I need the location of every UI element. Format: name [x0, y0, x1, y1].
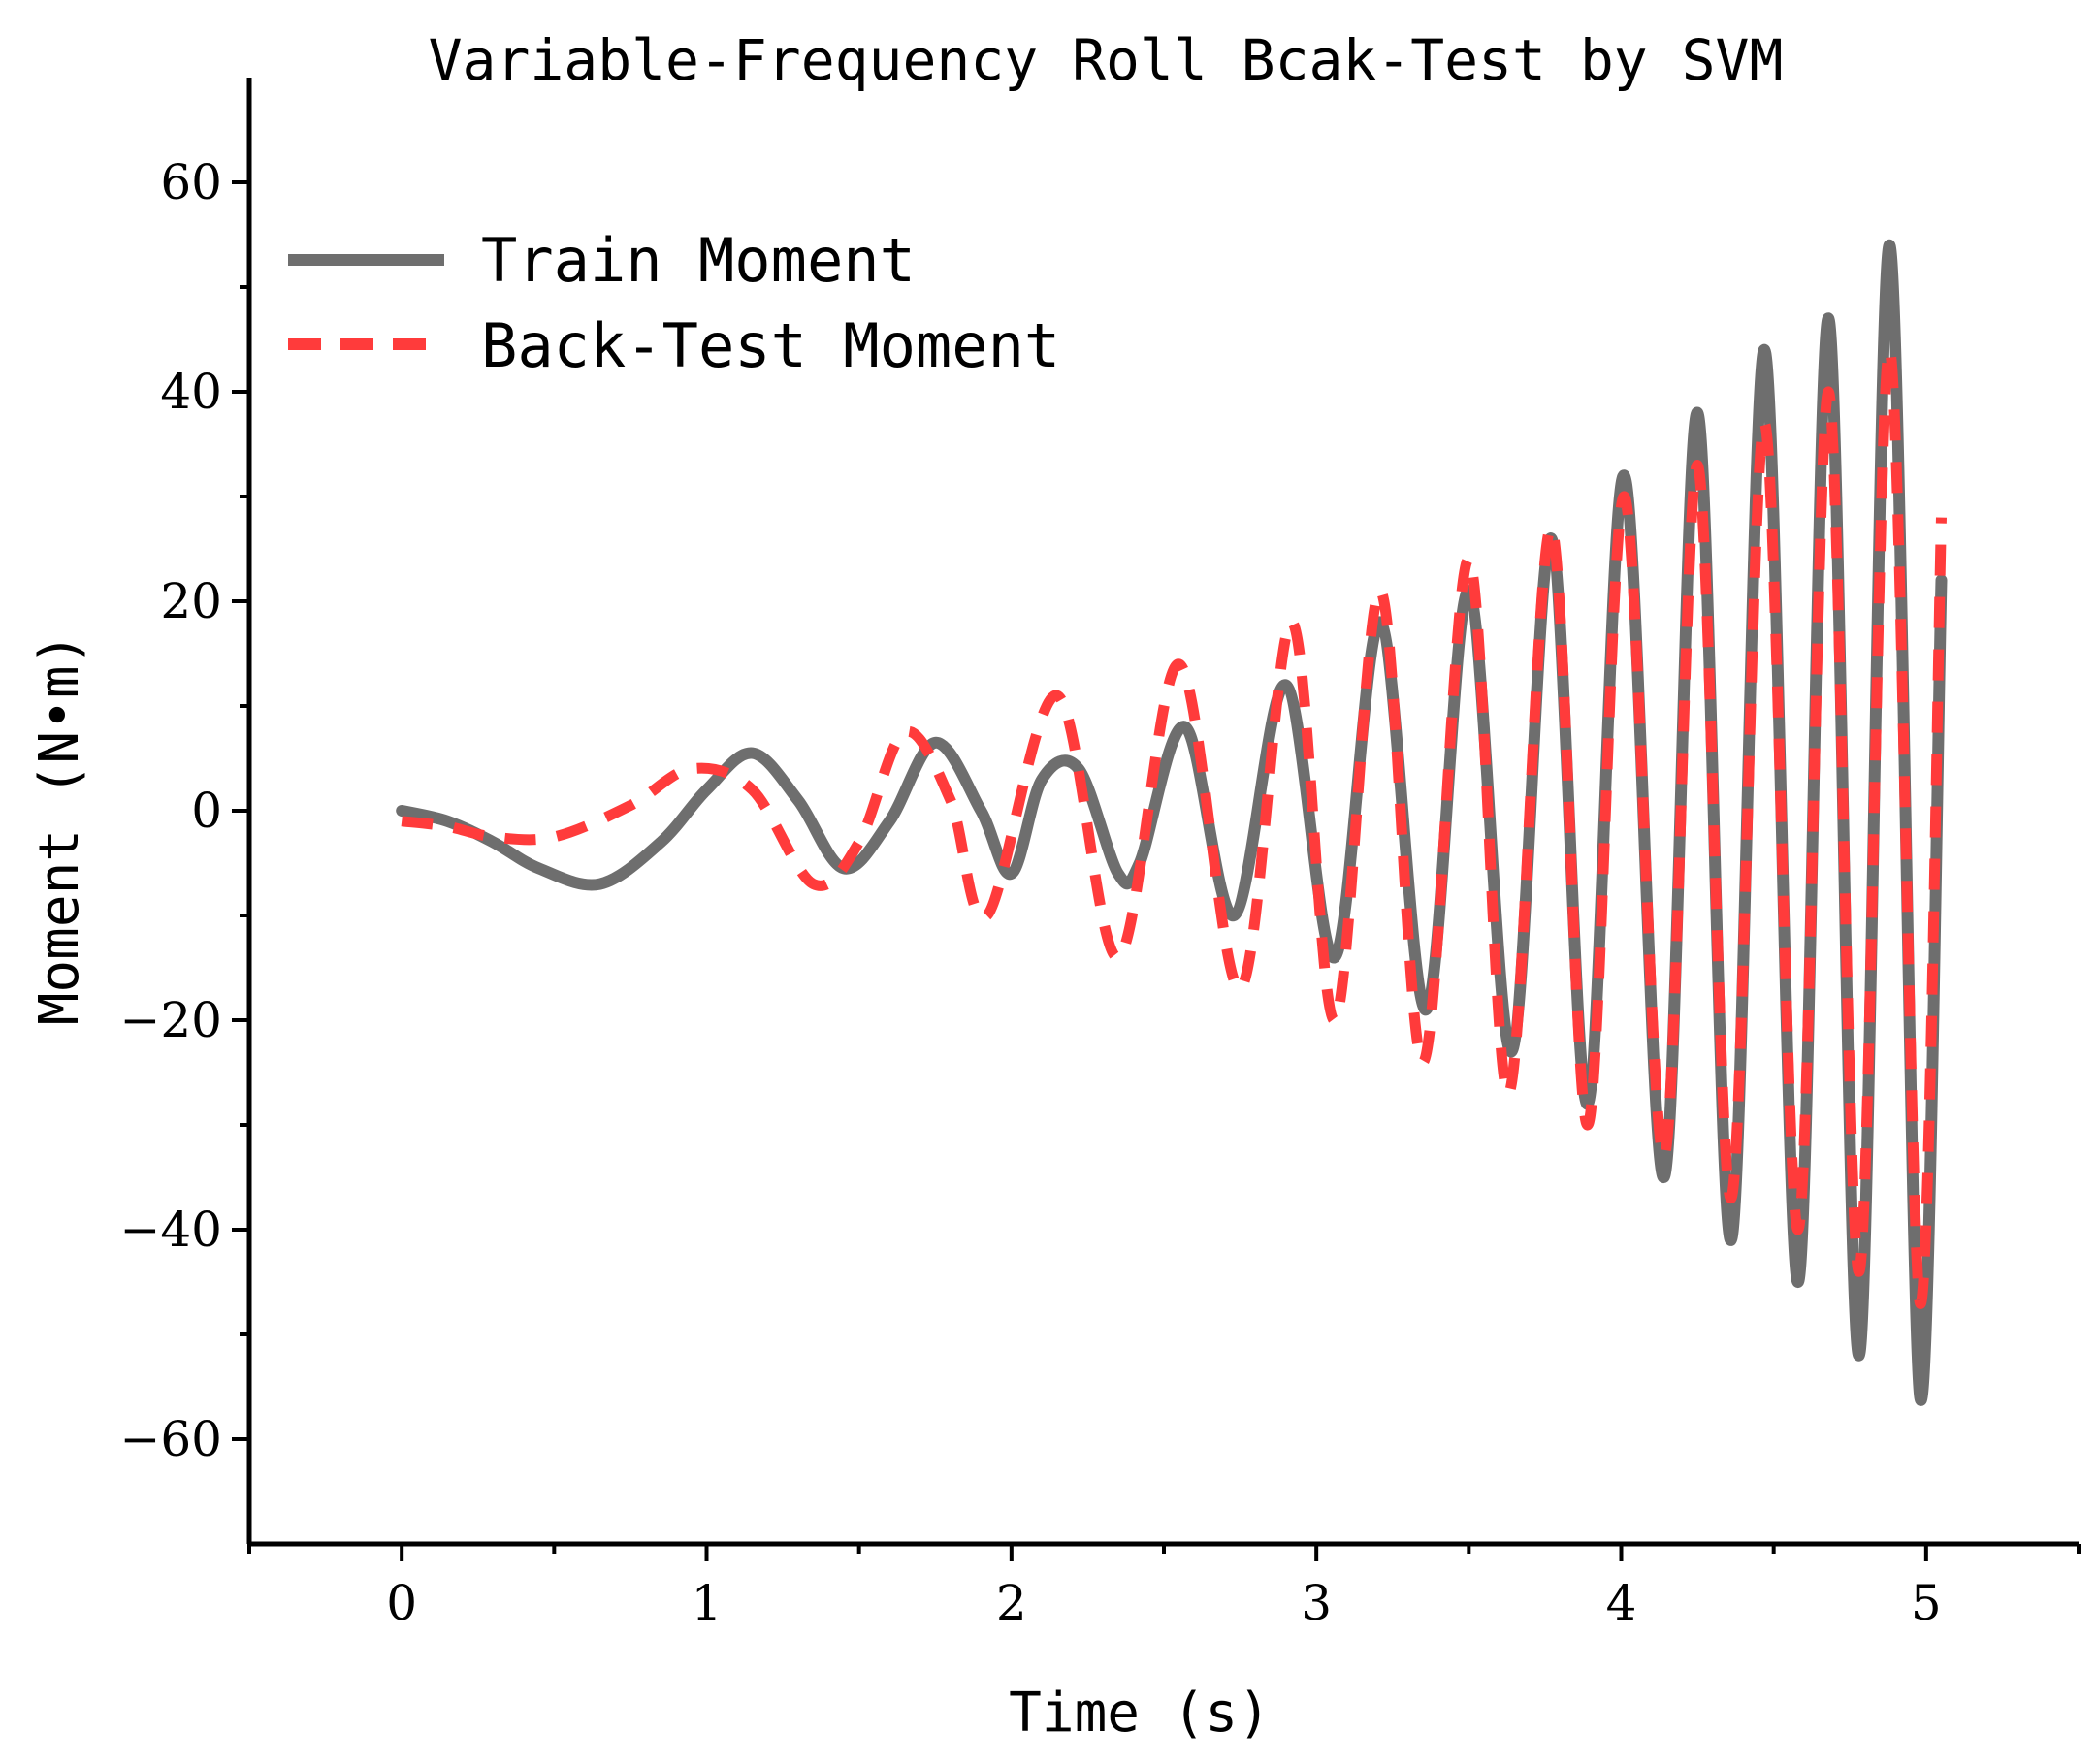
legend-backtest-label: Back-Test Moment	[481, 310, 1060, 381]
train-moment-line	[396, 239, 1948, 1406]
x-axis-title: Time (s)	[1009, 1682, 1271, 1745]
y-axis-title: Moment (N•m)	[28, 633, 91, 1026]
x-tick-label: 1	[692, 1575, 723, 1631]
x-tick-label: 3	[1301, 1575, 1332, 1631]
plot-lines	[396, 239, 1948, 1406]
y-ticks: −60 −40 −20 0 20 40 60	[119, 154, 249, 1467]
x-ticks: 0 1 2 3 4 5	[247, 1544, 2081, 1631]
axes	[246, 78, 2079, 1547]
chart-title: Variable-Frequency Roll Bcak-Test by SVM	[429, 27, 1784, 93]
y-tick-label: 20	[160, 573, 222, 629]
x-tick-label: 4	[1606, 1575, 1637, 1631]
x-tick-label: 0	[386, 1575, 417, 1631]
x-tick-label: 5	[1911, 1575, 1942, 1631]
backtest-moment-line	[401, 344, 1947, 1309]
y-tick-label: 0	[191, 783, 222, 839]
legend-train-label: Train Moment	[481, 225, 916, 296]
y-tick-label: −40	[119, 1202, 222, 1258]
legend: Train Moment Back-Test Moment	[288, 225, 1060, 381]
x-tick-label: 2	[996, 1575, 1027, 1631]
y-tick-label: 60	[160, 154, 222, 210]
y-tick-label: 40	[160, 364, 222, 420]
y-tick-label: −20	[119, 992, 222, 1048]
y-tick-label: −60	[119, 1411, 222, 1467]
